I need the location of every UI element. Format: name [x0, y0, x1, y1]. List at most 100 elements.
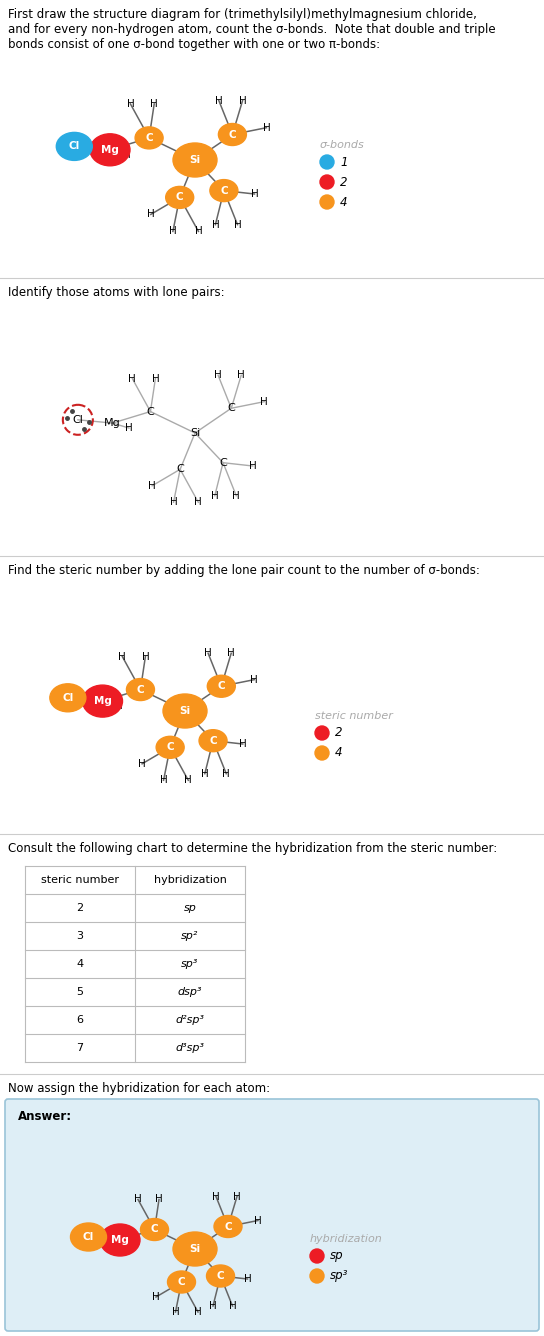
- Text: steric number: steric number: [315, 711, 393, 721]
- Text: H: H: [215, 95, 222, 106]
- Text: d²sp³: d²sp³: [176, 1015, 205, 1025]
- Ellipse shape: [218, 123, 246, 146]
- Text: H: H: [233, 219, 242, 230]
- Text: H: H: [237, 370, 245, 381]
- Text: Mg: Mg: [111, 1234, 129, 1245]
- Text: C: C: [217, 1271, 224, 1281]
- Text: C: C: [220, 186, 228, 195]
- Text: H: H: [131, 1240, 139, 1249]
- Text: H: H: [169, 226, 177, 236]
- FancyBboxPatch shape: [5, 1100, 539, 1331]
- Text: H: H: [212, 219, 219, 230]
- Text: H: H: [227, 648, 235, 659]
- Text: 1: 1: [340, 155, 348, 168]
- Text: H: H: [152, 1292, 160, 1303]
- Text: H: H: [128, 374, 136, 383]
- Text: H: H: [138, 759, 146, 768]
- Text: Now assign the hybridization for each atom:: Now assign the hybridization for each at…: [8, 1082, 270, 1096]
- Text: H: H: [184, 775, 192, 786]
- Text: hybridization: hybridization: [310, 1234, 383, 1244]
- Circle shape: [315, 745, 329, 760]
- Circle shape: [320, 195, 334, 208]
- Text: Cl: Cl: [69, 142, 80, 151]
- Ellipse shape: [140, 1218, 169, 1241]
- Ellipse shape: [214, 1216, 242, 1237]
- Circle shape: [315, 725, 329, 740]
- Ellipse shape: [168, 1271, 195, 1293]
- Text: H: H: [261, 397, 268, 406]
- Text: d³sp³: d³sp³: [176, 1043, 205, 1053]
- Text: H: H: [115, 701, 123, 711]
- Text: C: C: [145, 132, 153, 143]
- Text: H: H: [254, 1216, 262, 1225]
- Ellipse shape: [56, 132, 92, 160]
- Text: Identify those atoms with lone pairs:: Identify those atoms with lone pairs:: [8, 286, 225, 299]
- Text: Mg: Mg: [101, 144, 119, 155]
- Text: C: C: [218, 681, 225, 691]
- Text: H: H: [222, 768, 230, 779]
- Text: H: H: [147, 210, 154, 219]
- Text: C: C: [178, 1277, 186, 1287]
- Text: C: C: [209, 736, 217, 745]
- Text: H: H: [233, 1192, 241, 1201]
- Text: Si: Si: [189, 1244, 201, 1255]
- Ellipse shape: [83, 685, 122, 717]
- Text: 4: 4: [335, 747, 343, 759]
- Text: Cl: Cl: [72, 414, 83, 425]
- Text: 2: 2: [77, 903, 84, 912]
- Text: σ-bonds: σ-bonds: [320, 140, 364, 150]
- Text: H: H: [211, 490, 219, 501]
- Text: H: H: [134, 1194, 142, 1205]
- Text: H: H: [239, 95, 246, 106]
- Text: Mg: Mg: [94, 696, 112, 707]
- Circle shape: [320, 155, 334, 168]
- Text: Answer:: Answer:: [18, 1110, 72, 1124]
- Text: H: H: [152, 374, 159, 383]
- Text: H: H: [232, 490, 240, 501]
- Ellipse shape: [90, 134, 130, 166]
- Text: 7: 7: [77, 1043, 84, 1053]
- Text: H: H: [155, 1194, 163, 1205]
- Text: H: H: [244, 1275, 251, 1284]
- Text: C: C: [228, 130, 236, 139]
- Text: H: H: [212, 1192, 220, 1201]
- Circle shape: [310, 1249, 324, 1263]
- Text: 5: 5: [77, 987, 83, 997]
- Text: H: H: [209, 1301, 217, 1311]
- Text: H: H: [194, 497, 202, 508]
- Text: H: H: [160, 775, 168, 786]
- Text: Si: Si: [180, 705, 190, 716]
- Ellipse shape: [207, 675, 236, 697]
- Text: C: C: [224, 1221, 232, 1232]
- Text: 4: 4: [340, 195, 348, 208]
- Ellipse shape: [50, 684, 86, 712]
- Text: H: H: [171, 1307, 180, 1317]
- Ellipse shape: [173, 143, 217, 176]
- Text: dsp³: dsp³: [178, 987, 202, 997]
- Text: 6: 6: [77, 1015, 83, 1025]
- Text: H: H: [228, 1301, 237, 1311]
- Text: sp²: sp²: [181, 931, 199, 941]
- Ellipse shape: [163, 693, 207, 728]
- Text: C: C: [227, 403, 235, 413]
- Text: H: H: [123, 150, 131, 160]
- Text: Si: Si: [190, 428, 200, 438]
- Text: 2: 2: [335, 727, 343, 740]
- Text: H: H: [249, 461, 257, 472]
- Ellipse shape: [207, 1265, 234, 1287]
- Text: H: H: [150, 99, 158, 110]
- Text: H: H: [263, 123, 270, 132]
- Text: C: C: [151, 1225, 158, 1234]
- Text: C: C: [146, 406, 154, 417]
- Text: Si: Si: [189, 155, 201, 166]
- Text: 4: 4: [77, 959, 84, 969]
- Text: H: H: [250, 675, 258, 684]
- Ellipse shape: [173, 1232, 217, 1267]
- Ellipse shape: [210, 179, 238, 202]
- Text: sp: sp: [183, 903, 196, 912]
- Text: H: H: [170, 497, 177, 508]
- Text: H: H: [201, 768, 209, 779]
- Text: 3: 3: [77, 931, 83, 941]
- Text: H: H: [214, 370, 222, 381]
- Text: C: C: [176, 465, 184, 474]
